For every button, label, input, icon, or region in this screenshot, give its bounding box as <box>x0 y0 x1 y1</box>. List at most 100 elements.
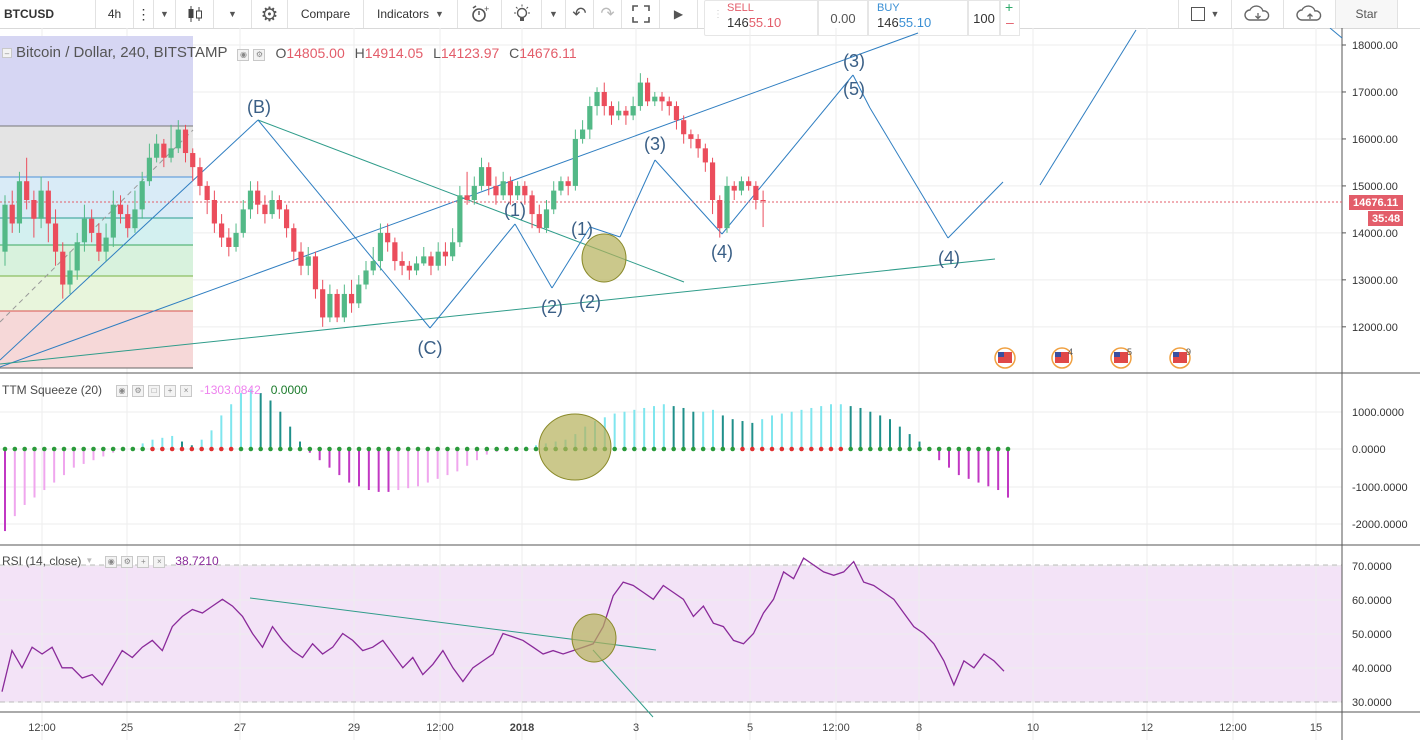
layout-button[interactable]: ▼ <box>1178 0 1232 28</box>
time-tick-label: 5 <box>747 722 753 734</box>
highlight-ellipse-rsi <box>571 613 617 663</box>
fib-retracement-drawing <box>0 36 194 369</box>
compare-button[interactable]: Compare <box>288 0 364 28</box>
candle-body <box>709 162 716 201</box>
candle-body <box>110 204 116 238</box>
ohlc-readout: O14805.00 H14914.05 L14123.97 C14676.11 <box>275 45 576 61</box>
format-icon[interactable]: □ <box>148 382 161 397</box>
price-tick-label: 15000.00 <box>1352 181 1398 193</box>
candle-body <box>204 185 210 201</box>
candle-body <box>471 185 477 201</box>
squeeze-dot <box>671 446 676 452</box>
flag-stripes <box>1055 352 1069 363</box>
squeeze-dot <box>278 446 283 452</box>
candle-body <box>724 185 730 229</box>
close-icon[interactable]: × <box>153 553 166 568</box>
squeeze-dot <box>51 446 57 452</box>
indicators-button[interactable]: Indicators ▼ <box>364 0 458 28</box>
fullscreen-button[interactable] <box>622 0 660 28</box>
chart-area[interactable]: 18000.00 17000.00 16000.00 15000.00 14000.00… <box>0 28 1420 740</box>
eye-icon[interactable]: ◉ <box>116 382 129 397</box>
interval-selector[interactable]: 4h <box>96 0 134 28</box>
candle-body <box>168 148 174 158</box>
price-tick-label: 17000.00 <box>1352 87 1398 99</box>
more-options-icon[interactable]: ⋮ <box>134 0 154 28</box>
squeeze-zero-value: 0.0000 <box>270 382 308 397</box>
close-icon[interactable]: × <box>180 382 193 397</box>
squeeze-dot <box>484 446 490 452</box>
low-label: L <box>433 44 441 61</box>
settings-gear-icon[interactable]: ⚙ <box>252 0 288 28</box>
undo-icon[interactable]: ↶ <box>566 0 594 28</box>
countdown-badge <box>1368 211 1403 226</box>
rsi-pane-header: RSI (14, close) ▼ ◉ ⚙ + × 38.7210 <box>2 553 219 568</box>
squeeze-dot <box>22 446 27 452</box>
candle-body <box>356 284 362 304</box>
close-value: 14676.11 <box>519 44 577 61</box>
squeeze-dot <box>120 446 126 452</box>
squeeze-dot <box>464 446 470 452</box>
star-button[interactable]: Star <box>1336 0 1398 28</box>
alarm-clock-icon: + <box>471 4 489 22</box>
chart-style-dropdown[interactable]: ▼ <box>214 0 252 28</box>
trend-line <box>589 226 621 238</box>
load-cloud-button[interactable] <box>1232 0 1284 28</box>
squeeze-dot <box>435 446 440 452</box>
candle-body <box>363 270 369 285</box>
candle-body <box>9 204 15 224</box>
sell-button[interactable]: ⋮ SELL 14655.10 <box>704 0 818 36</box>
squeeze-dot <box>514 446 519 452</box>
buy-label: BUY <box>877 2 900 14</box>
elliott-wave-label: (2) <box>579 292 601 312</box>
candle-body <box>31 200 37 219</box>
add-icon[interactable]: + <box>164 382 177 397</box>
redo-icon[interactable]: ↷ <box>594 0 622 28</box>
squeeze-dot <box>209 446 214 452</box>
fullscreen-icon <box>631 5 650 23</box>
spread-value: 0.00 <box>818 0 868 36</box>
candle-body <box>515 185 521 196</box>
candle-body <box>255 190 261 205</box>
plus-icon[interactable]: + <box>1005 0 1014 15</box>
replay-dropdown[interactable]: ▼ <box>542 0 566 28</box>
squeeze-dot <box>681 446 686 452</box>
economic-event-flag-icon: 5 <box>1110 347 1132 369</box>
fib-band <box>0 311 193 368</box>
squeeze-dot <box>91 446 96 452</box>
save-cloud-button[interactable] <box>1284 0 1336 28</box>
chart-style-button[interactable] <box>176 0 214 28</box>
add-icon[interactable]: + <box>137 553 150 568</box>
settings-icon[interactable]: ⚙ <box>121 553 134 568</box>
settings-icon[interactable]: ⚙ <box>132 382 145 397</box>
collapse-icon[interactable]: – <box>2 47 12 58</box>
candle-body <box>753 185 759 201</box>
candle-body <box>2 204 8 252</box>
eye-icon[interactable]: ◉ <box>237 44 250 61</box>
play-icon[interactable]: ▶ <box>660 0 698 28</box>
eye-icon[interactable]: ◉ <box>105 553 118 568</box>
settings-icon[interactable]: ⚙ <box>253 44 266 61</box>
squeeze-dot <box>759 446 765 452</box>
candle-body <box>117 204 124 215</box>
interval-dropdown[interactable]: ▼ <box>154 0 176 28</box>
buy-button[interactable]: BUY 14655.10 <box>868 0 968 36</box>
chevron-down-icon: ▼ <box>160 9 169 19</box>
quantity-field[interactable]: 100 <box>968 0 1000 36</box>
candle-body <box>572 138 578 186</box>
candle-body <box>125 214 131 229</box>
candle-body <box>81 218 88 243</box>
high-value: 14914.05 <box>364 44 424 61</box>
squeeze-dot <box>710 446 716 452</box>
quantity-stepper[interactable]: + – <box>1000 0 1020 36</box>
alert-button[interactable]: + <box>458 0 502 28</box>
chevron-down-icon[interactable]: ▼ <box>85 556 94 565</box>
candle-body <box>67 270 73 285</box>
candle-body <box>341 293 347 318</box>
minus-icon[interactable]: – <box>1006 14 1014 30</box>
candle-body <box>211 200 217 224</box>
replay-button[interactable] <box>502 0 542 28</box>
squeeze-dot <box>641 446 647 452</box>
symbol-search[interactable]: BTCUSD <box>0 0 96 28</box>
squeeze-dot <box>799 446 804 452</box>
squeeze-dot <box>523 446 529 452</box>
